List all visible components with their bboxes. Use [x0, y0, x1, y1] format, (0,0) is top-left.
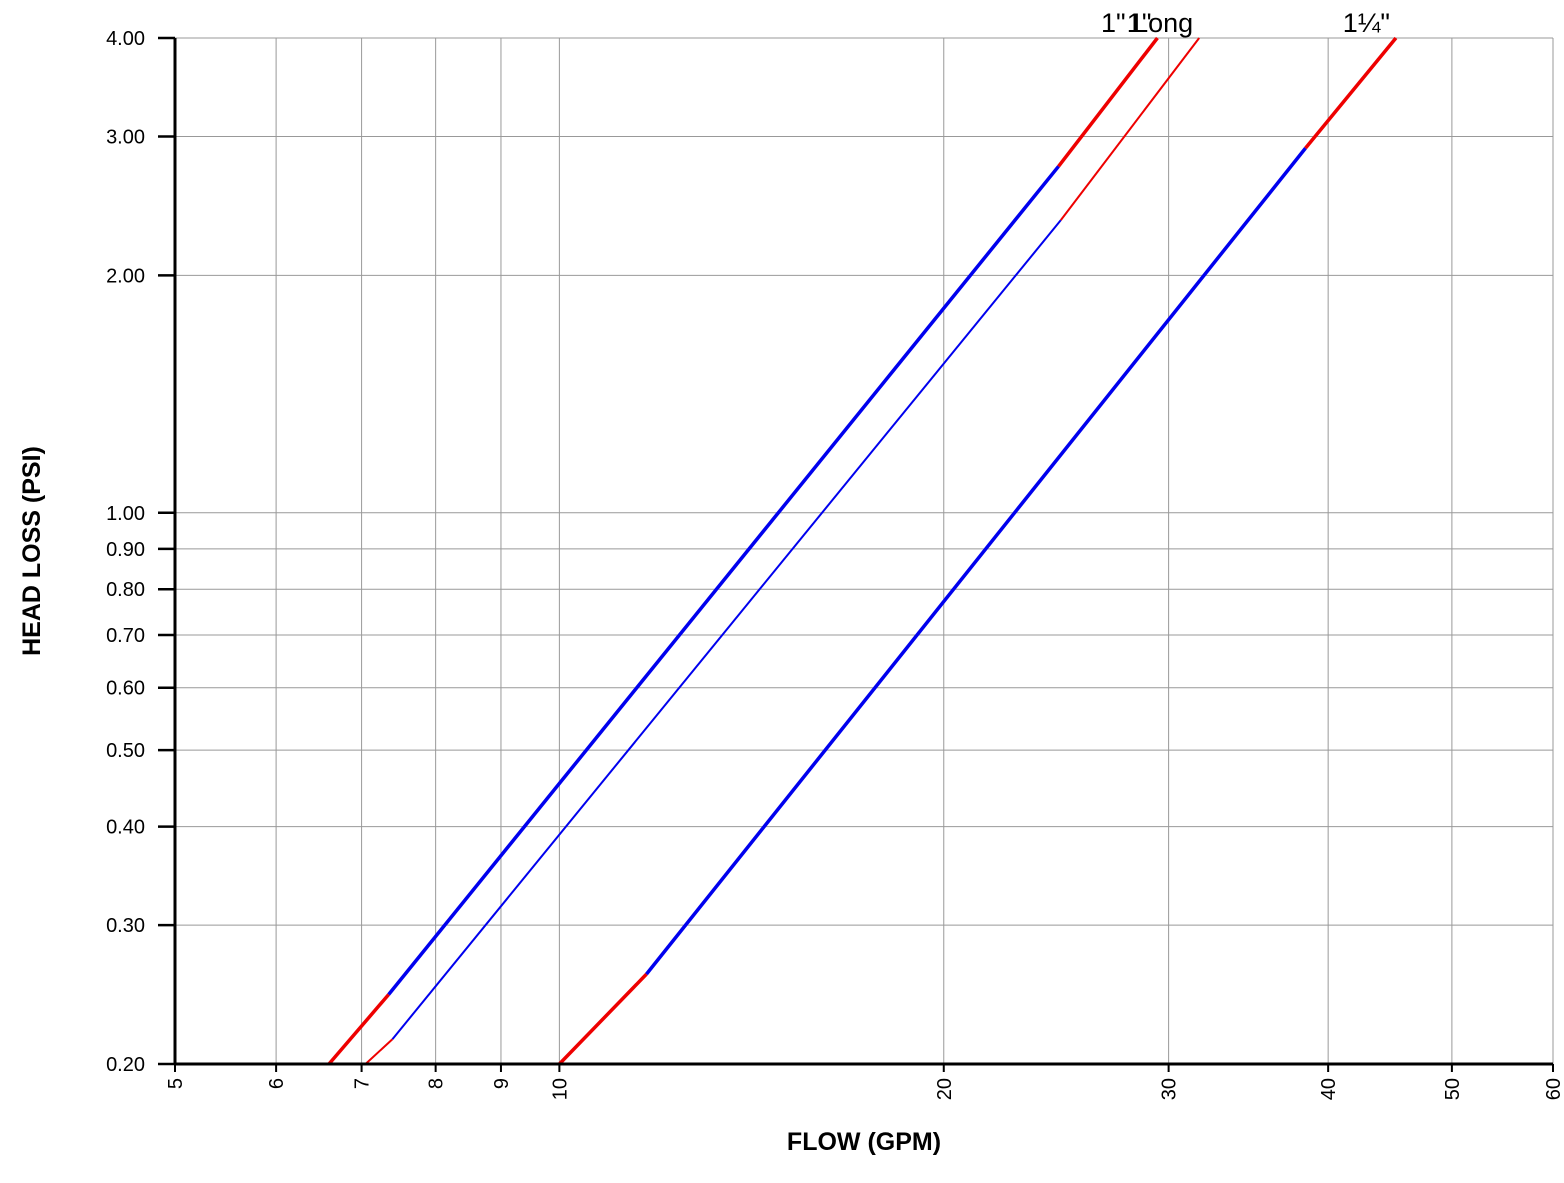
series-1-segment: [1057, 36, 1159, 168]
axes: [173, 38, 1553, 1066]
x-tick-label: 10: [549, 1078, 571, 1100]
series-3-segment: [558, 972, 648, 1066]
y-tick-label: 3.00: [106, 127, 145, 149]
x-tick-label: 50: [1442, 1078, 1464, 1100]
series-3-segment: [645, 147, 1307, 976]
series-layer: [327, 36, 1398, 1066]
x-tick-label: 6: [266, 1078, 288, 1089]
y-tick-label: 0.40: [106, 817, 145, 839]
x-tick-label: 8: [426, 1078, 448, 1089]
x-tick-label: 7: [352, 1078, 374, 1089]
x-axis-title: FLOW (GPM): [787, 1128, 941, 1156]
y-tick-label: 0.80: [106, 579, 145, 601]
y-tick-label: 0.30: [106, 915, 145, 937]
y-axis-title: HEAD LOSS (PSI): [18, 446, 46, 656]
x-tick-label: 9: [491, 1078, 513, 1089]
series-3-segment: [1304, 36, 1398, 150]
series-2-segment: [364, 1038, 394, 1065]
y-tick-label: 0.50: [106, 740, 145, 762]
x-tick-label: 20: [934, 1078, 956, 1100]
x-tick-label: 30: [1159, 1078, 1181, 1100]
x-tick-label: 60: [1543, 1078, 1564, 1100]
y-tick-label: 2.00: [106, 265, 145, 287]
series-1-label: 1": [1127, 8, 1152, 38]
y-tick-label: 0.70: [106, 625, 145, 647]
y-tick-label: 4.00: [106, 28, 145, 50]
y-tick-label: 0.20: [106, 1054, 145, 1076]
y-tick-label: 0.90: [106, 539, 145, 561]
ticks: 5 6 7 8 9 10 20 30 40 50 60 0.20 0.30 0.40 0.50 0.60 0.7…: [106, 28, 1564, 1100]
series-3-label: 1¼": [1343, 8, 1390, 38]
series-2-label: 1" Long: [1101, 8, 1193, 38]
y-tick-label: 1.00: [106, 503, 145, 525]
grid: [175, 37, 1554, 1064]
series-labels: 1"1" Long 1¼": [1101, 8, 1390, 38]
x-tick-label: 5: [165, 1078, 187, 1089]
x-tick-label: 40: [1318, 1078, 1340, 1100]
series-1-segment: [327, 993, 390, 1066]
series-2-segment: [1060, 37, 1200, 221]
series-2-segment: [391, 219, 1062, 1040]
series-1-segment: [387, 165, 1060, 996]
y-tick-label: 0.60: [106, 678, 145, 700]
